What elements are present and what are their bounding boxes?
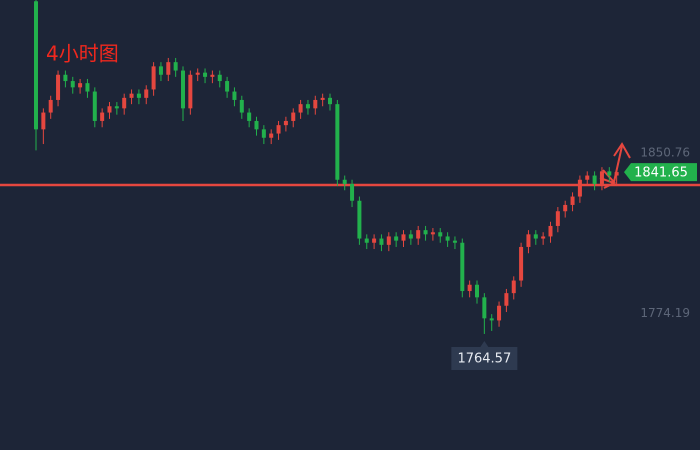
candle-body [210, 74, 215, 77]
candle-body [34, 1, 38, 130]
candle-body [467, 284, 472, 292]
candle-body [188, 74, 193, 109]
candle-body [533, 234, 538, 239]
candle-body [195, 72, 200, 75]
candle-body [379, 238, 384, 245]
candle-body [122, 97, 127, 109]
y-tick-label: 1850.76 [640, 145, 690, 159]
candle-body [372, 238, 377, 243]
candle-body [511, 280, 516, 294]
low-label: 1764.57 [457, 351, 511, 366]
candle-body [107, 106, 112, 113]
candle-body [585, 175, 590, 180]
candle-body [305, 104, 310, 109]
candle-body [298, 104, 303, 113]
candle-body [70, 81, 75, 88]
candle-body [158, 66, 163, 75]
candle-body [269, 133, 274, 138]
candle-body [166, 62, 171, 75]
candle-body [276, 125, 281, 134]
candle-body [394, 236, 399, 241]
candle-body [430, 232, 435, 235]
chart-title: 4小时图 [46, 42, 119, 66]
last-price-tag [624, 163, 697, 182]
candle-body [136, 93, 141, 98]
candle-body [541, 236, 546, 239]
candle-body [232, 91, 237, 100]
candle-body [63, 74, 68, 82]
candle-body [56, 74, 61, 100]
candle-body [482, 297, 487, 319]
candle-body [313, 99, 318, 109]
candle-body [78, 83, 83, 88]
candle-body [48, 99, 53, 113]
candle-body [350, 183, 355, 201]
candle-body [92, 91, 97, 121]
candle-body [577, 179, 582, 197]
candle-body [41, 112, 46, 130]
candle-body [247, 112, 252, 121]
candle-body [342, 179, 347, 184]
candle-body [261, 129, 266, 138]
candle-body [607, 171, 612, 176]
last-price-label: 1841.65 [634, 166, 688, 181]
candle-body [181, 70, 185, 109]
arrow-head [613, 142, 631, 159]
candle-body [357, 200, 362, 239]
candle-body [445, 236, 450, 241]
candle-body [497, 305, 502, 321]
candle-body [129, 93, 134, 98]
candle-body [386, 236, 391, 245]
candle-body [114, 106, 119, 109]
candle-body [460, 242, 465, 292]
candle-body [438, 232, 443, 237]
candle-body [570, 196, 575, 205]
candle-body [173, 62, 178, 71]
candle-body [408, 234, 413, 239]
candle-body [364, 238, 369, 243]
candle-body [555, 211, 560, 226]
candle-body [291, 112, 296, 121]
candle-body [475, 284, 479, 298]
candle-body [416, 230, 421, 239]
candle-body [151, 66, 156, 90]
candle-body [254, 120, 259, 130]
low-tag [451, 340, 518, 370]
arrow-stroke [602, 145, 623, 185]
candle-body [100, 112, 105, 121]
candle-body [239, 99, 244, 113]
candle-body [320, 97, 325, 100]
candle-body [504, 293, 509, 306]
y-tick-label: 1774.19 [640, 306, 690, 320]
candle-body [452, 240, 457, 243]
candle-body [225, 81, 230, 92]
candle-body [489, 318, 494, 321]
candle-body [217, 74, 222, 82]
candle-body [328, 97, 332, 105]
candle-body [519, 246, 524, 281]
candle-body [592, 175, 597, 184]
candle-body [335, 104, 340, 180]
candle-body [563, 204, 568, 212]
candle-body [599, 171, 604, 184]
candle-body [144, 89, 149, 98]
candle-body [614, 172, 619, 176]
arrow-head [599, 177, 617, 189]
candle-body [85, 83, 90, 92]
candle-body [283, 120, 288, 126]
candle-body [401, 234, 406, 241]
candle-body [526, 234, 531, 247]
hand-drawn-arrows [599, 142, 631, 189]
candle-body [423, 230, 428, 235]
candle-body [548, 225, 553, 237]
candle-body [203, 72, 208, 77]
